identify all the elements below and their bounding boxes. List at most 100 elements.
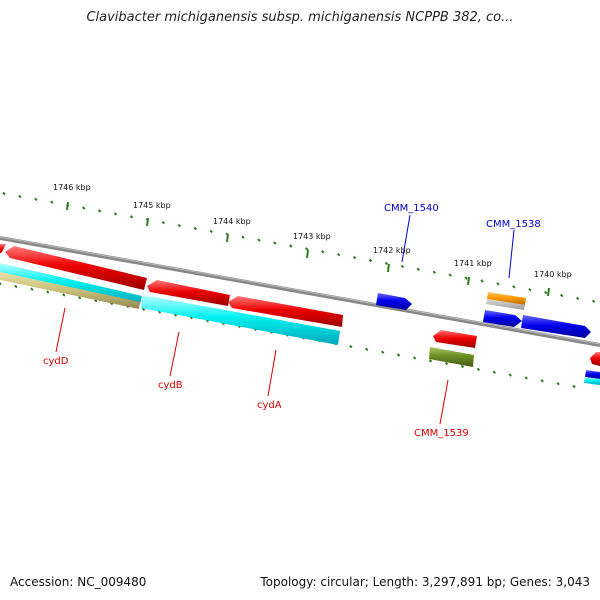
scale-major-tick [387,263,390,273]
gene-arrow-CMM_1539-red [433,330,477,348]
gene-bar-cyan-right-edge [584,377,600,385]
gene-bar-cyan-left [0,263,142,304]
genome-backbone-highlight [0,236,600,345]
scale-dot [141,307,146,312]
scale-dot [349,344,353,349]
leader-cydB [169,331,180,377]
scale-dot [556,381,560,386]
scale-dot [14,284,18,289]
scale-dot [591,299,596,304]
gene-arrow-cydA-upper [228,296,343,327]
scale-dot [412,356,417,360]
scale-label: 1740 kbp [534,270,572,279]
scale-dot [396,353,401,357]
scale-dot [209,229,213,234]
scale-dot [161,220,166,225]
gene-label-CMM_1538: CMM_1538 [486,219,541,230]
gene-label-cydA: cydA [257,400,282,411]
gene-arrow-red-edge [0,244,6,254]
scale-dot [241,235,245,239]
scale-dot [400,264,405,269]
scale-dot [18,194,22,199]
scale-label: 1746 kbp [53,183,91,192]
scale-major-tick [306,249,309,259]
scale-major-tick [226,233,229,243]
scale-dot [492,370,497,374]
scale-label: 1741 kbp [454,259,492,268]
scale-dot [444,361,449,366]
scale-dot [157,310,162,314]
scale-dot [384,261,389,266]
scale-dot [81,206,86,210]
scale-dot [572,384,576,389]
gene-label-cydD: cydD [43,356,69,367]
scale-dot [34,197,38,202]
scale-dot [50,200,54,204]
scale-dot [305,247,309,251]
scale-dot [368,258,373,263]
scale-dot [544,290,548,295]
scale-dot [476,367,481,372]
scale-dot [177,223,182,228]
leader-cydA [267,349,277,397]
scale-dot [512,285,516,289]
scale-dot [336,252,341,257]
scale-dot [352,255,357,260]
gene-arrow-blue-right-b [521,315,591,338]
scale-label: 1743 kbp [293,232,331,241]
gene-arrow-blue-right-a [483,310,522,327]
gene-labels: cydD cydB cydA CMM_1539 CMM_1540 CMM_153… [43,203,541,439]
scale-major-tick [146,217,149,227]
scale-dot [0,282,2,286]
scale-dot [432,270,437,274]
gene-bar-khaki-left [0,272,140,309]
gene-bar-CMM_1538-orange [487,292,526,305]
label-leader-lines [55,214,515,425]
scale-dot [93,298,98,303]
scale-dot [193,226,197,231]
gene-bar-CMM_1539-olive [429,347,474,367]
scale-label: 1745 kbp [133,201,171,210]
gene-bar-cyan-middle [141,295,340,345]
gene-label-CMM_1540: CMM_1540 [384,203,439,214]
scale-dot [528,287,532,292]
scale-dot [508,373,512,377]
gene-label-CMM_1539: CMM_1539 [414,428,469,439]
genome-summary-text: Topology: circular; Length: 3,297,891 bp… [260,575,590,589]
scale-dot [320,250,325,254]
scale-dot [496,282,500,286]
scale-dot [559,293,564,298]
gene-arrow-cydB-upper [147,280,230,306]
scale-dot [524,376,528,380]
scale-dot [46,290,50,294]
scale-major-tick [467,276,470,286]
gene-features [0,244,600,385]
scale-major-tick [547,287,550,297]
map-title: Clavibacter michiganensis subsp. michiga… [86,10,514,25]
scale-dot [540,379,544,383]
genome-backbone [0,236,600,347]
scale-dot [460,364,465,369]
scale-dot [289,244,293,248]
gene-arrow-red-right-edge [590,352,600,366]
scale-dot [428,359,433,363]
scale-dot [575,296,580,301]
leader-CMM_1539 [439,379,449,425]
scale-dot [364,347,369,352]
scale-dot [62,293,66,297]
gene-label-cydB: cydB [158,380,183,391]
scale-dot [30,287,34,291]
scale-dot [464,276,468,280]
scale-dot [257,238,261,242]
accession-text: Accession: NC_009480 [10,575,147,589]
leader-CMM_1538 [508,229,515,279]
gene-arrow-cydD-upper [5,246,147,290]
leader-cydD [55,307,66,353]
scale-major-tick [66,201,69,211]
gene-bar-blue-right-edge [585,370,600,379]
gene-bar-CMM_1538-grey [486,299,525,310]
scale-dot [2,191,6,196]
scale-dot [480,279,484,283]
scale-dot [97,209,102,213]
